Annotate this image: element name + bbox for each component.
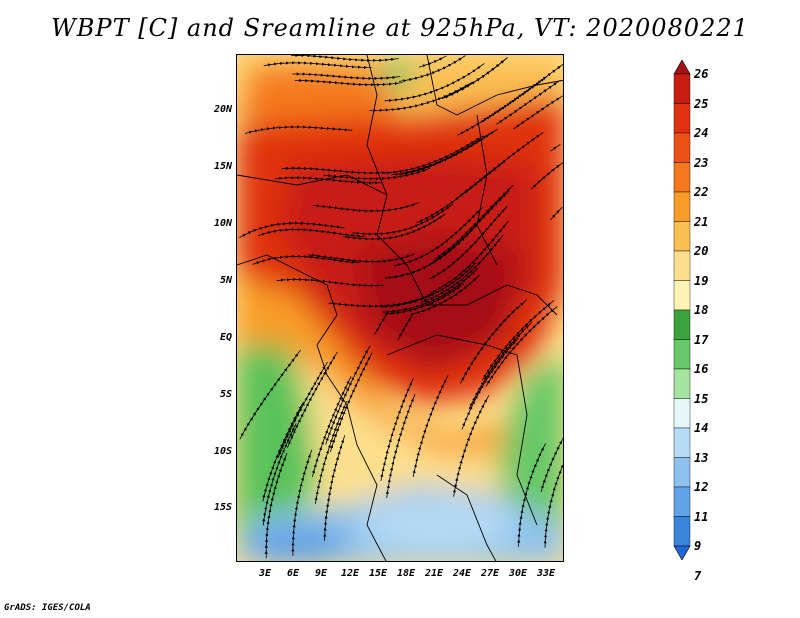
streamline <box>393 207 483 267</box>
map-title: WBPT [C] and Sreamline at 925hPa, VT: 20… <box>51 14 749 42</box>
colorbar <box>673 60 691 560</box>
streamline <box>517 443 546 547</box>
temperature-field <box>237 55 563 561</box>
colorbar-segment <box>673 427 691 458</box>
colorbar-segment <box>673 398 691 429</box>
streamlines <box>239 55 563 559</box>
colorbar-top-triangle <box>673 60 691 75</box>
lon-label-12e: 12E <box>340 568 360 579</box>
colorbar-label: 21 <box>694 214 709 229</box>
lon-label-6e: 6E <box>286 568 300 579</box>
streamline <box>550 206 563 221</box>
lat-label-15n: 15N <box>213 161 232 172</box>
country-borders <box>237 55 563 561</box>
colorbar-segment <box>673 162 691 193</box>
streamline <box>257 227 365 238</box>
streamline <box>323 167 431 181</box>
lat-label-15s: 15S <box>213 502 232 513</box>
colorbar-label: 17 <box>694 332 709 347</box>
lat-label-5s: 5S <box>219 389 232 400</box>
streamline <box>263 61 372 70</box>
colorbar-segment <box>673 191 691 222</box>
colorbar-label: 13 <box>694 450 709 465</box>
streamline <box>452 395 490 497</box>
colorbar-segment <box>673 309 691 340</box>
colorbar-segment <box>673 339 691 370</box>
lon-label-15e: 15E <box>368 568 388 579</box>
streamline <box>550 143 561 152</box>
colorbar-segment <box>673 516 691 547</box>
colorbar-segment <box>673 221 691 252</box>
colorbar-label: 9 <box>694 539 702 553</box>
streamline <box>276 277 385 288</box>
colorbar-segment <box>673 103 691 134</box>
colorbar-label: 19 <box>694 273 709 288</box>
streamline <box>496 79 561 125</box>
colorbar-label: 18 <box>694 303 709 317</box>
colorbar-label: 14 <box>694 421 709 435</box>
lat-label-20n: 20N <box>213 104 232 115</box>
streamline <box>369 81 473 113</box>
colorbar-label: 15 <box>694 391 709 406</box>
colorbar-label: 20 <box>694 244 709 258</box>
lat-label-eq: EQ <box>219 332 232 343</box>
colorbar-label: 26 <box>694 67 709 81</box>
streamline <box>291 449 313 556</box>
streamline <box>385 394 416 499</box>
colorbar-label: 11 <box>694 509 709 524</box>
colorbar-segment <box>673 132 691 163</box>
lon-label-27e: 27E <box>480 568 500 579</box>
map-panel <box>236 54 564 562</box>
colorbar-segment <box>673 73 691 104</box>
streamline <box>294 78 403 87</box>
streamline <box>244 125 353 134</box>
streamline <box>307 253 415 264</box>
colorbar-label: 22 <box>694 185 709 199</box>
lat-label-5n: 5N <box>219 275 232 286</box>
streamline <box>530 162 563 190</box>
colorbar-segment <box>673 368 691 399</box>
lat-label-10n: 10N <box>213 218 232 229</box>
streamline <box>290 55 399 63</box>
colorbar-label: 12 <box>694 480 709 494</box>
colorbar-segment <box>673 457 691 488</box>
lon-label-9e: 9E <box>314 568 328 579</box>
lat-label-10s: 10S <box>213 446 232 457</box>
lon-label-18e: 18E <box>396 568 416 579</box>
lon-label-24e: 24E <box>452 568 472 579</box>
streamline <box>277 361 328 459</box>
credit-text: GrADS: IGES/COLA <box>4 603 91 613</box>
colorbar-segment <box>673 486 691 517</box>
colorbar-segment <box>673 280 691 311</box>
lon-label-21e: 21E <box>424 568 444 579</box>
colorbar-label: 23 <box>694 155 709 170</box>
streamline <box>312 202 420 213</box>
lon-label-3e: 3E <box>258 568 272 579</box>
streamline <box>311 376 352 478</box>
colorbar-label: 7 <box>694 568 702 583</box>
streamline <box>540 437 563 493</box>
streamline <box>239 349 301 440</box>
lon-label-33e: 33E <box>536 568 556 579</box>
lon-label-30e: 30E <box>508 568 528 579</box>
colorbar-label: 25 <box>694 96 709 111</box>
map-field <box>237 55 563 561</box>
streamline <box>412 375 449 478</box>
streamline <box>468 322 533 410</box>
streamline <box>264 452 288 559</box>
colorbar-label: 16 <box>694 362 709 376</box>
streamline <box>328 292 435 308</box>
colorbar-segment <box>673 250 691 281</box>
colorbar-label: 24 <box>694 126 709 140</box>
colorbar-bottom-triangle <box>673 545 691 560</box>
streamline <box>239 221 345 239</box>
streamline <box>292 72 401 81</box>
